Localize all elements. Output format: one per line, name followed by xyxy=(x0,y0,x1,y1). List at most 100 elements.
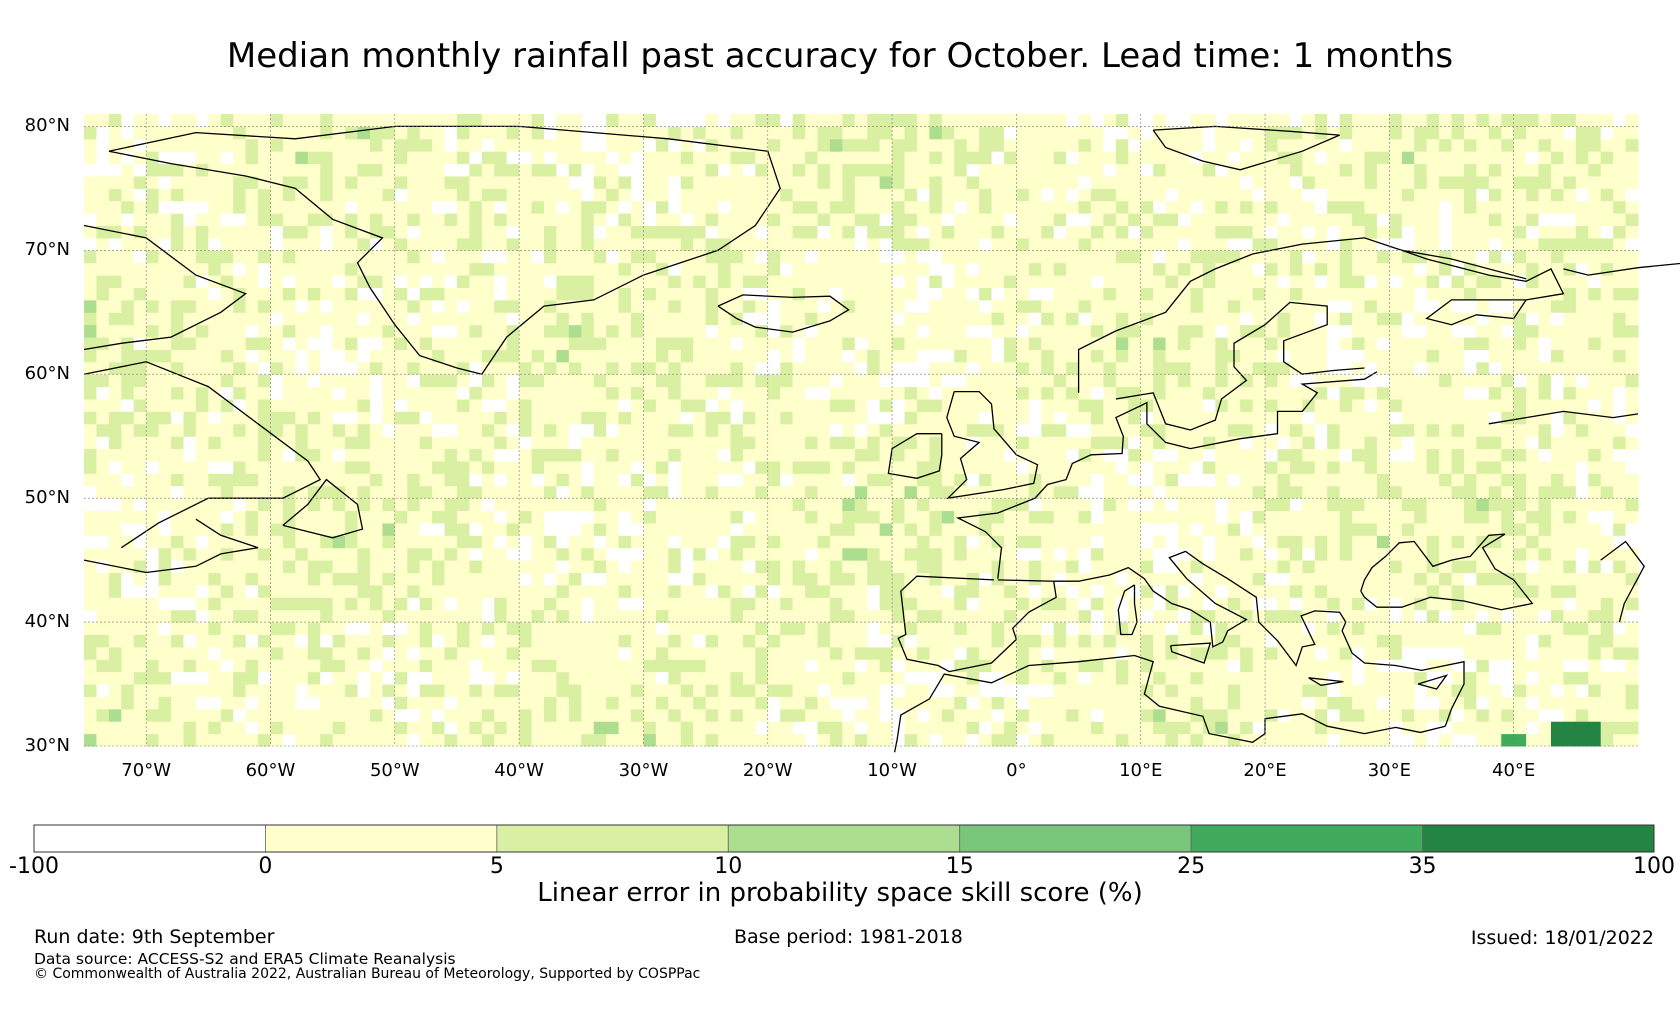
grid-cell xyxy=(1178,733,1191,747)
grid-cell xyxy=(96,287,110,301)
grid-cell xyxy=(1115,684,1129,697)
grid-cell xyxy=(220,646,234,660)
grid-cell xyxy=(171,200,184,214)
grid-cell xyxy=(543,560,557,574)
grid-cell xyxy=(171,250,184,264)
grid-cell xyxy=(320,175,334,189)
grid-cell xyxy=(121,659,135,673)
grid-cell xyxy=(332,622,346,635)
grid-cell xyxy=(1066,349,1080,363)
grid-cell xyxy=(1028,175,1042,189)
grid-cell xyxy=(693,287,707,301)
grid-cell xyxy=(133,634,147,648)
grid-cell xyxy=(1003,498,1017,512)
grid-cell xyxy=(829,460,843,474)
grid-cell xyxy=(96,473,110,487)
grid-cell xyxy=(1103,213,1117,227)
grid-cell xyxy=(270,237,284,251)
grid-cell xyxy=(805,597,818,611)
grid-cell xyxy=(1041,250,1055,264)
grid-cell xyxy=(382,349,396,363)
grid-cell xyxy=(332,448,346,462)
grid-cell xyxy=(369,275,383,288)
grid-cell xyxy=(320,485,334,499)
grid-cell xyxy=(966,448,980,462)
grid-cell xyxy=(282,126,296,140)
grid-cell xyxy=(419,634,433,648)
grid-cell xyxy=(1265,225,1278,239)
grid-cell xyxy=(1277,262,1291,276)
grid-cell xyxy=(481,175,495,189)
grid-cell xyxy=(631,547,644,561)
grid-cell xyxy=(1053,584,1067,598)
grid-cell xyxy=(842,411,856,425)
grid-cell xyxy=(606,287,620,301)
grid-cell xyxy=(1053,634,1067,648)
grid-cell xyxy=(320,597,334,611)
grid-cell xyxy=(357,535,371,549)
grid-cell xyxy=(146,423,160,437)
grid-cell xyxy=(519,262,533,276)
grid-cell xyxy=(568,721,582,735)
grid-cell xyxy=(84,535,97,549)
grid-cell xyxy=(1066,374,1080,388)
grid-cell xyxy=(941,299,955,313)
grid-cell xyxy=(593,733,607,747)
grid-cell xyxy=(295,312,309,326)
grid-cell xyxy=(245,200,259,214)
grid-cell xyxy=(879,275,893,288)
grid-cell xyxy=(332,399,346,412)
grid-cell xyxy=(233,126,247,140)
grid-cell xyxy=(456,337,470,350)
grid-cell xyxy=(966,646,980,660)
grid-cell xyxy=(171,151,184,165)
grid-cell xyxy=(320,262,334,276)
grid-cell xyxy=(1128,299,1142,313)
grid-cell xyxy=(1115,250,1129,264)
grid-cell xyxy=(817,684,831,697)
grid-cell xyxy=(1202,584,1216,598)
grid-cell xyxy=(1103,473,1117,487)
grid-cell xyxy=(730,721,744,735)
grid-cell xyxy=(1066,114,1080,127)
grid-cell xyxy=(767,597,781,611)
grid-cell xyxy=(842,460,856,474)
grid-cell xyxy=(1041,138,1055,152)
grid-cell xyxy=(655,411,669,425)
grid-cell xyxy=(258,522,271,536)
grid-cell xyxy=(506,262,520,276)
grid-cell xyxy=(941,436,955,450)
grid-cell xyxy=(829,151,843,165)
grid-cell xyxy=(1289,386,1303,400)
grid-cell xyxy=(718,126,731,140)
grid-cell xyxy=(419,213,433,227)
grid-cell xyxy=(705,448,719,462)
grid-cell xyxy=(742,237,756,251)
grid-cell xyxy=(1053,535,1067,549)
grid-cell xyxy=(668,225,682,239)
grid-cell xyxy=(941,448,955,462)
grid-cell xyxy=(1178,473,1191,487)
grid-cell xyxy=(1053,213,1067,227)
grid-cell xyxy=(133,138,147,152)
grid-cell xyxy=(345,399,359,412)
grid-cell xyxy=(121,721,135,735)
grid-cell xyxy=(792,560,806,574)
grid-cell xyxy=(456,200,470,214)
grid-cell xyxy=(195,547,209,561)
grid-cell xyxy=(1165,361,1179,375)
grid-cell xyxy=(357,423,371,437)
grid-cell xyxy=(718,597,731,611)
grid-cell xyxy=(904,423,918,437)
grid-cell xyxy=(929,175,943,189)
grid-cell xyxy=(1128,337,1142,350)
grid-cell xyxy=(481,361,495,375)
grid-cell xyxy=(568,399,582,412)
grid-cell xyxy=(320,312,334,326)
grid-cell xyxy=(369,213,383,227)
grid-cell xyxy=(879,696,893,710)
grid-cell xyxy=(767,349,781,363)
grid-cell xyxy=(1252,460,1266,474)
grid-cell xyxy=(618,560,632,574)
grid-cell xyxy=(941,361,955,375)
